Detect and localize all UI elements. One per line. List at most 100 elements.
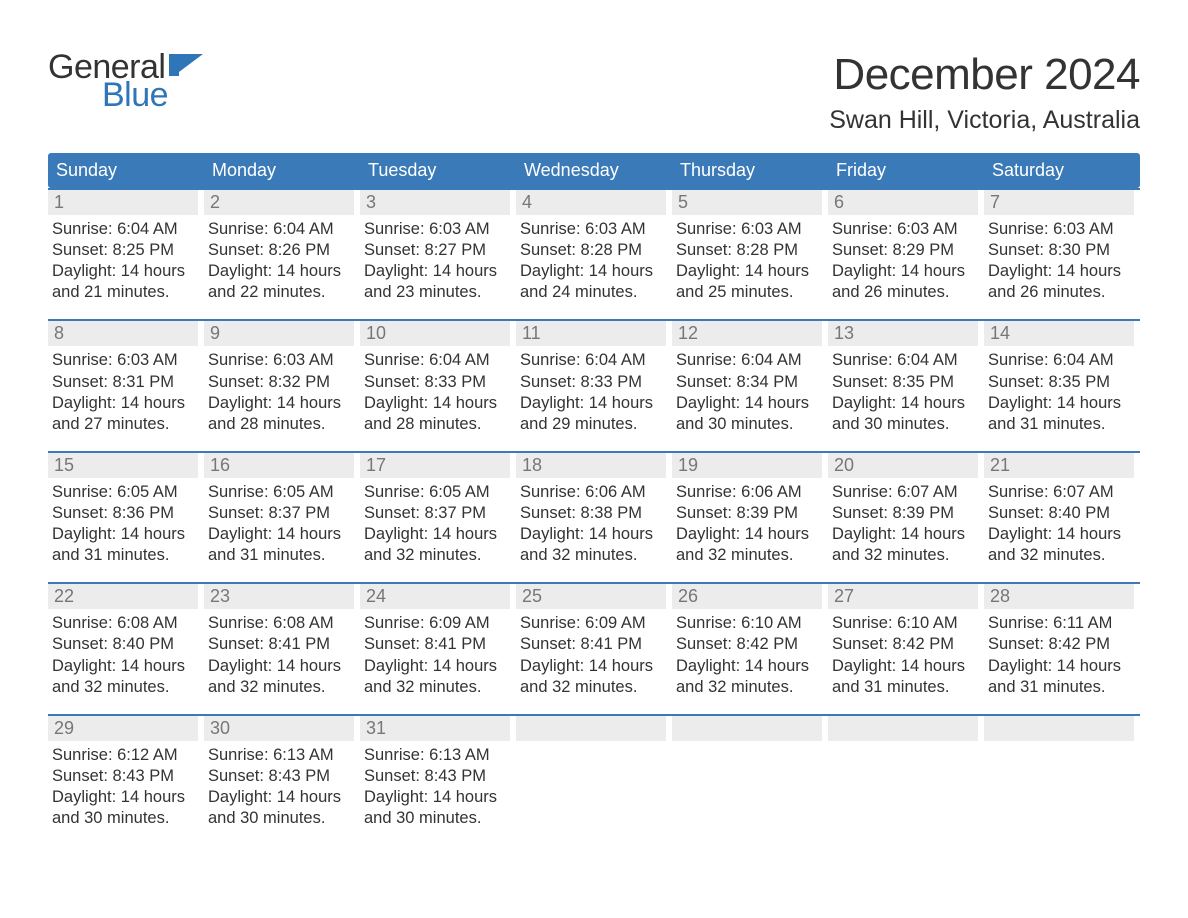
day-details: Sunrise: 6:10 AMSunset: 8:42 PMDaylight:… bbox=[672, 609, 822, 697]
daylight-line: Daylight: 14 hours bbox=[520, 656, 664, 677]
day-details: Sunrise: 6:09 AMSunset: 8:41 PMDaylight:… bbox=[516, 609, 666, 697]
sunset-line: Sunset: 8:36 PM bbox=[52, 503, 196, 524]
day-number: 30 bbox=[204, 716, 354, 741]
day-details: Sunrise: 6:08 AMSunset: 8:41 PMDaylight:… bbox=[204, 609, 354, 697]
day-number: 11 bbox=[516, 321, 666, 346]
sunset-line: Sunset: 8:41 PM bbox=[208, 634, 352, 655]
day-number: 24 bbox=[360, 584, 510, 609]
page-title: December 2024 bbox=[829, 50, 1140, 100]
sunrise-line: Sunrise: 6:09 AM bbox=[364, 613, 508, 634]
daylight-line2: and 32 minutes. bbox=[676, 677, 820, 698]
day-details: Sunrise: 6:05 AMSunset: 8:37 PMDaylight:… bbox=[204, 478, 354, 566]
daylight-line2: and 25 minutes. bbox=[676, 282, 820, 303]
calendar-day-cell: 18Sunrise: 6:06 AMSunset: 8:38 PMDayligh… bbox=[516, 453, 672, 566]
day-number: 25 bbox=[516, 584, 666, 609]
day-details: Sunrise: 6:05 AMSunset: 8:37 PMDaylight:… bbox=[360, 478, 510, 566]
calendar-day-cell bbox=[984, 716, 1140, 829]
day-details bbox=[672, 741, 822, 827]
day-number bbox=[984, 716, 1134, 741]
day-number: 2 bbox=[204, 190, 354, 215]
daylight-line: Daylight: 14 hours bbox=[988, 261, 1132, 282]
weekday-header: Tuesday bbox=[360, 153, 516, 188]
sunrise-line: Sunrise: 6:05 AM bbox=[208, 482, 352, 503]
daylight-line: Daylight: 14 hours bbox=[988, 656, 1132, 677]
daylight-line: Daylight: 14 hours bbox=[832, 656, 976, 677]
sunset-line: Sunset: 8:34 PM bbox=[676, 372, 820, 393]
location-subtitle: Swan Hill, Victoria, Australia bbox=[829, 106, 1140, 135]
sunrise-line: Sunrise: 6:06 AM bbox=[676, 482, 820, 503]
day-number bbox=[516, 716, 666, 741]
day-number: 8 bbox=[48, 321, 198, 346]
daylight-line: Daylight: 14 hours bbox=[52, 656, 196, 677]
daylight-line: Daylight: 14 hours bbox=[364, 787, 508, 808]
sunrise-line: Sunrise: 6:07 AM bbox=[988, 482, 1132, 503]
daylight-line2: and 22 minutes. bbox=[208, 282, 352, 303]
calendar-day-cell: 4Sunrise: 6:03 AMSunset: 8:28 PMDaylight… bbox=[516, 190, 672, 303]
day-number: 17 bbox=[360, 453, 510, 478]
sunset-line: Sunset: 8:39 PM bbox=[832, 503, 976, 524]
daylight-line: Daylight: 14 hours bbox=[364, 261, 508, 282]
daylight-line2: and 32 minutes. bbox=[988, 545, 1132, 566]
day-details: Sunrise: 6:09 AMSunset: 8:41 PMDaylight:… bbox=[360, 609, 510, 697]
day-details: Sunrise: 6:04 AMSunset: 8:35 PMDaylight:… bbox=[984, 346, 1134, 434]
sunrise-line: Sunrise: 6:06 AM bbox=[520, 482, 664, 503]
day-details: Sunrise: 6:13 AMSunset: 8:43 PMDaylight:… bbox=[360, 741, 510, 829]
day-number: 10 bbox=[360, 321, 510, 346]
sunset-line: Sunset: 8:39 PM bbox=[676, 503, 820, 524]
sunrise-line: Sunrise: 6:09 AM bbox=[520, 613, 664, 634]
daylight-line2: and 31 minutes. bbox=[52, 545, 196, 566]
calendar-day-cell: 5Sunrise: 6:03 AMSunset: 8:28 PMDaylight… bbox=[672, 190, 828, 303]
daylight-line2: and 30 minutes. bbox=[364, 808, 508, 829]
calendar-day-cell bbox=[828, 716, 984, 829]
day-details bbox=[984, 741, 1134, 827]
sunrise-line: Sunrise: 6:03 AM bbox=[52, 350, 196, 371]
daylight-line: Daylight: 14 hours bbox=[52, 393, 196, 414]
day-details bbox=[516, 741, 666, 827]
sunrise-line: Sunrise: 6:04 AM bbox=[52, 219, 196, 240]
day-number: 5 bbox=[672, 190, 822, 215]
calendar-day-cell: 15Sunrise: 6:05 AMSunset: 8:36 PMDayligh… bbox=[48, 453, 204, 566]
calendar-day-cell: 24Sunrise: 6:09 AMSunset: 8:41 PMDayligh… bbox=[360, 584, 516, 697]
daylight-line: Daylight: 14 hours bbox=[208, 393, 352, 414]
calendar-day-cell: 14Sunrise: 6:04 AMSunset: 8:35 PMDayligh… bbox=[984, 321, 1140, 434]
calendar-day-cell: 30Sunrise: 6:13 AMSunset: 8:43 PMDayligh… bbox=[204, 716, 360, 829]
sunset-line: Sunset: 8:30 PM bbox=[988, 240, 1132, 261]
daylight-line: Daylight: 14 hours bbox=[832, 393, 976, 414]
daylight-line: Daylight: 14 hours bbox=[832, 261, 976, 282]
sunset-line: Sunset: 8:40 PM bbox=[988, 503, 1132, 524]
logo-flag-icon bbox=[169, 54, 203, 80]
daylight-line: Daylight: 14 hours bbox=[988, 393, 1132, 414]
calendar-day-cell: 3Sunrise: 6:03 AMSunset: 8:27 PMDaylight… bbox=[360, 190, 516, 303]
daylight-line: Daylight: 14 hours bbox=[208, 524, 352, 545]
sunrise-line: Sunrise: 6:08 AM bbox=[52, 613, 196, 634]
daylight-line2: and 32 minutes. bbox=[364, 677, 508, 698]
calendar-day-cell: 10Sunrise: 6:04 AMSunset: 8:33 PMDayligh… bbox=[360, 321, 516, 434]
calendar-day-cell bbox=[672, 716, 828, 829]
daylight-line: Daylight: 14 hours bbox=[52, 524, 196, 545]
calendar-day-cell bbox=[516, 716, 672, 829]
sunset-line: Sunset: 8:28 PM bbox=[676, 240, 820, 261]
sunrise-line: Sunrise: 6:03 AM bbox=[832, 219, 976, 240]
sunset-line: Sunset: 8:43 PM bbox=[52, 766, 196, 787]
day-number: 6 bbox=[828, 190, 978, 215]
day-number: 9 bbox=[204, 321, 354, 346]
day-details: Sunrise: 6:04 AMSunset: 8:25 PMDaylight:… bbox=[48, 215, 198, 303]
sunset-line: Sunset: 8:33 PM bbox=[364, 372, 508, 393]
day-details: Sunrise: 6:04 AMSunset: 8:33 PMDaylight:… bbox=[516, 346, 666, 434]
sunset-line: Sunset: 8:43 PM bbox=[364, 766, 508, 787]
calendar-day-cell: 29Sunrise: 6:12 AMSunset: 8:43 PMDayligh… bbox=[48, 716, 204, 829]
day-details: Sunrise: 6:04 AMSunset: 8:34 PMDaylight:… bbox=[672, 346, 822, 434]
sunrise-line: Sunrise: 6:04 AM bbox=[364, 350, 508, 371]
daylight-line2: and 32 minutes. bbox=[520, 545, 664, 566]
sunset-line: Sunset: 8:31 PM bbox=[52, 372, 196, 393]
sunset-line: Sunset: 8:35 PM bbox=[832, 372, 976, 393]
day-number: 13 bbox=[828, 321, 978, 346]
sunrise-line: Sunrise: 6:07 AM bbox=[832, 482, 976, 503]
calendar-day-cell: 19Sunrise: 6:06 AMSunset: 8:39 PMDayligh… bbox=[672, 453, 828, 566]
calendar-day-cell: 8 Sunrise: 6:03 AMSunset: 8:31 PMDaylight… bbox=[48, 321, 204, 434]
day-details: Sunrise: 6:03 AMSunset: 8:29 PMDaylight:… bbox=[828, 215, 978, 303]
daylight-line: Daylight: 14 hours bbox=[52, 787, 196, 808]
calendar-day-cell: 22Sunrise: 6:08 AMSunset: 8:40 PMDayligh… bbox=[48, 584, 204, 697]
calendar-day-cell: 25Sunrise: 6:09 AMSunset: 8:41 PMDayligh… bbox=[516, 584, 672, 697]
daylight-line: Daylight: 14 hours bbox=[832, 524, 976, 545]
